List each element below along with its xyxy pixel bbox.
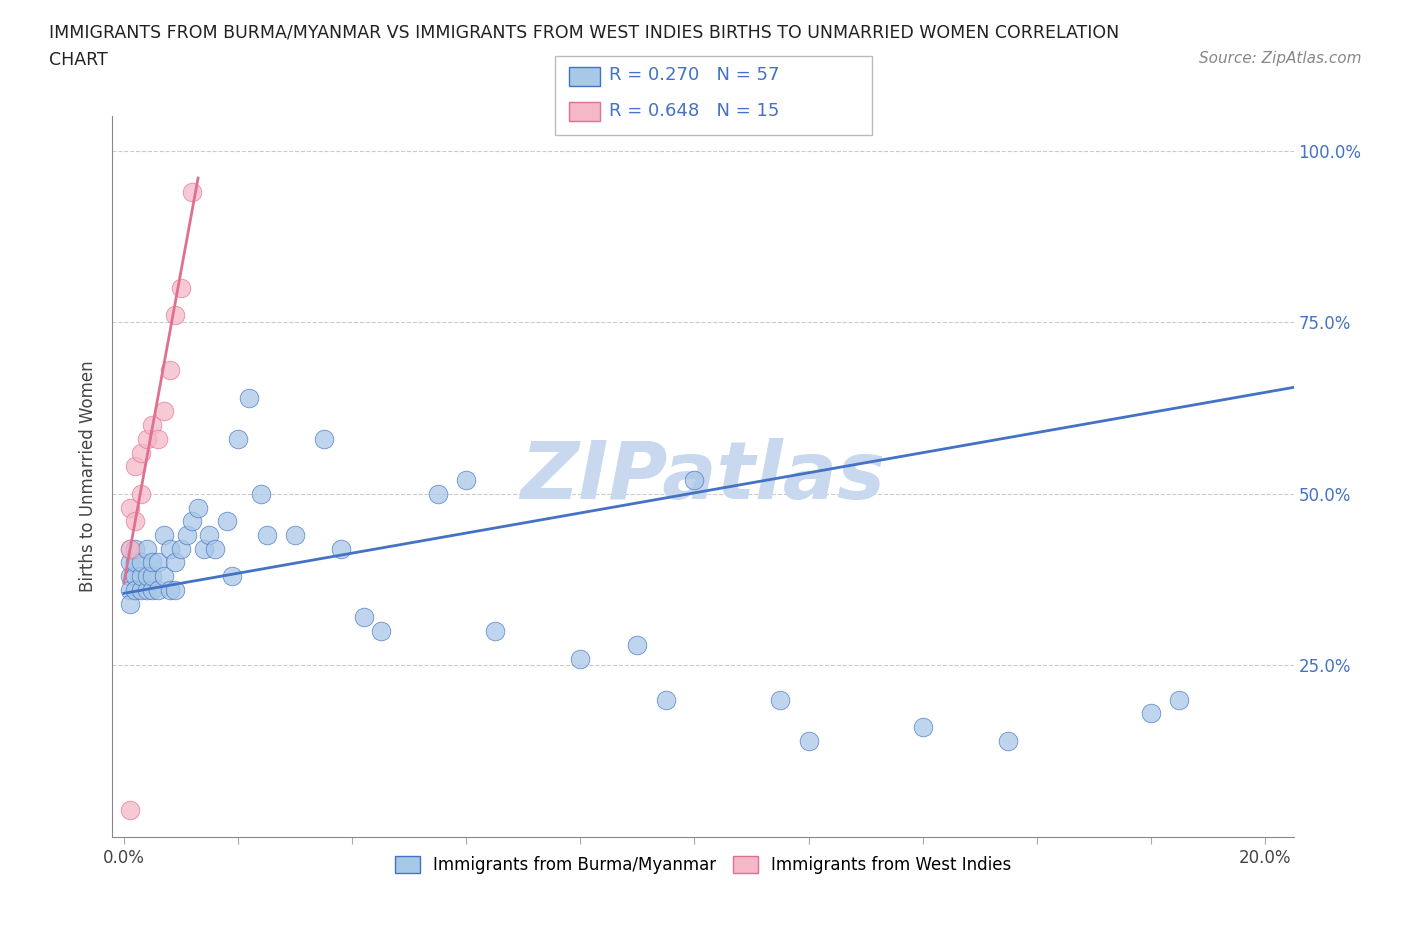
Point: [181, 513, 204, 528]
Point: [484, 624, 506, 639]
Point: [626, 637, 648, 652]
Point: [187, 500, 209, 515]
Point: [146, 582, 169, 597]
Point: [135, 582, 157, 597]
Point: [141, 555, 163, 570]
Point: [153, 404, 176, 418]
Point: [370, 624, 392, 639]
Point: [124, 582, 146, 597]
Point: [226, 432, 249, 446]
Point: [256, 527, 278, 542]
Text: R = 0.648   N = 15: R = 0.648 N = 15: [609, 101, 779, 120]
Point: [456, 472, 478, 487]
Point: [997, 734, 1019, 749]
Point: [170, 541, 193, 556]
Point: [569, 651, 592, 666]
Point: [165, 582, 187, 597]
Point: [129, 582, 152, 597]
Point: [1168, 692, 1191, 707]
Point: [124, 541, 146, 556]
Point: [124, 555, 146, 570]
Legend: Immigrants from Burma/Myanmar, Immigrants from West Indies: Immigrants from Burma/Myanmar, Immigrant…: [388, 849, 1018, 881]
Text: Source: ZipAtlas.com: Source: ZipAtlas.com: [1198, 51, 1361, 66]
Point: [159, 363, 181, 378]
Point: [176, 527, 198, 542]
Text: R = 0.270   N = 57: R = 0.270 N = 57: [609, 66, 779, 85]
Point: [118, 541, 141, 556]
Point: [221, 569, 243, 584]
Point: [153, 527, 176, 542]
Point: [655, 692, 678, 707]
Text: ZIPatlas: ZIPatlas: [520, 438, 886, 515]
Point: [135, 432, 157, 446]
Point: [135, 541, 157, 556]
Point: [118, 802, 141, 817]
Point: [284, 527, 307, 542]
Point: [129, 445, 152, 460]
Point: [118, 596, 141, 611]
Point: [129, 555, 152, 570]
Point: [146, 555, 169, 570]
Point: [329, 541, 352, 556]
Y-axis label: Births to Unmarried Women: Births to Unmarried Women: [79, 361, 97, 592]
Point: [129, 486, 152, 501]
Point: [159, 541, 181, 556]
Point: [198, 527, 221, 542]
Point: [124, 569, 146, 584]
Point: [238, 391, 260, 405]
Point: [146, 432, 169, 446]
Point: [204, 541, 226, 556]
Point: [353, 610, 375, 625]
Point: [141, 418, 163, 432]
Point: [250, 486, 273, 501]
Point: [797, 734, 820, 749]
Point: [426, 486, 449, 501]
Point: [159, 582, 181, 597]
Point: [312, 432, 335, 446]
Point: [165, 555, 187, 570]
Text: CHART: CHART: [49, 51, 108, 69]
Point: [165, 308, 187, 323]
Point: [124, 513, 146, 528]
Point: [129, 569, 152, 584]
Point: [170, 281, 193, 296]
Point: [124, 458, 146, 473]
Point: [683, 472, 706, 487]
Point: [769, 692, 792, 707]
Point: [911, 720, 934, 735]
Point: [118, 500, 141, 515]
Text: IMMIGRANTS FROM BURMA/MYANMAR VS IMMIGRANTS FROM WEST INDIES BIRTHS TO UNMARRIED: IMMIGRANTS FROM BURMA/MYANMAR VS IMMIGRA…: [49, 23, 1119, 41]
Point: [1140, 706, 1163, 721]
Point: [135, 569, 157, 584]
Point: [118, 541, 141, 556]
Point: [118, 569, 141, 584]
Point: [215, 513, 238, 528]
Point: [141, 569, 163, 584]
Point: [193, 541, 215, 556]
Point: [141, 582, 163, 597]
Point: [153, 569, 176, 584]
Point: [118, 555, 141, 570]
Point: [181, 184, 204, 199]
Point: [118, 582, 141, 597]
